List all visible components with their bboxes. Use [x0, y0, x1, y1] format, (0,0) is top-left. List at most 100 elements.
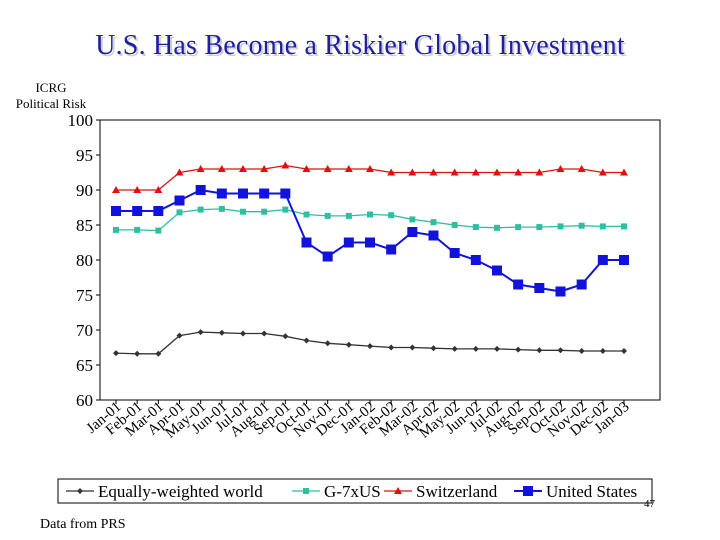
- data-point: [494, 224, 500, 231]
- data-point: [195, 185, 206, 195]
- legend-swatch-marker: [523, 486, 533, 496]
- data-point: [578, 348, 585, 354]
- data-point: [557, 347, 564, 354]
- data-point: [240, 208, 246, 215]
- y-tick-label: 80: [76, 251, 93, 270]
- data-point: [470, 255, 481, 265]
- y-axis-label: ICRG Political Risk: [6, 80, 96, 112]
- series-equally-weighted-world: [113, 329, 627, 357]
- series-united-states: [111, 185, 629, 297]
- legend-label: Equally-weighted world: [98, 482, 263, 501]
- x-axis: Jan-01Feb-01Mar-01Apr-01May-01Jun-01Jul-…: [84, 399, 633, 442]
- data-point: [154, 186, 163, 193]
- data-point: [344, 165, 353, 172]
- data-point: [408, 168, 417, 176]
- data-point: [174, 195, 185, 206]
- data-point: [409, 216, 416, 223]
- data-point: [556, 165, 565, 172]
- data-point: [281, 161, 290, 169]
- legend-swatch-marker: [303, 488, 309, 494]
- y-axis-label-line2: Political Risk: [15, 96, 87, 111]
- legend-label: G-7xUS: [324, 482, 381, 501]
- data-point: [196, 165, 205, 172]
- data-point: [303, 337, 310, 344]
- data-point: [407, 227, 418, 237]
- data-point: [345, 212, 352, 219]
- data-point: [388, 212, 395, 219]
- data-point: [218, 205, 225, 212]
- data-point: [260, 165, 269, 172]
- data-point: [387, 168, 396, 176]
- data-point: [430, 345, 437, 352]
- data-point: [599, 223, 606, 230]
- series-switzerland: [112, 161, 628, 193]
- data-point: [153, 206, 164, 216]
- data-point: [323, 165, 332, 172]
- data-point: [536, 347, 543, 354]
- plot-area: [99, 119, 661, 401]
- data-point: [365, 237, 375, 248]
- data-point: [113, 350, 119, 357]
- y-axis: 60 65 70 75 80 85 90 95 100: [68, 111, 100, 410]
- data-point: [557, 223, 564, 230]
- data-point: [472, 345, 479, 352]
- data-point: [471, 168, 480, 176]
- data-point: [240, 330, 246, 337]
- data-point: [197, 329, 204, 336]
- data-point: [132, 206, 143, 216]
- data-point: [324, 340, 331, 347]
- data-point: [302, 165, 311, 172]
- y-tick-label: 90: [76, 181, 93, 200]
- data-point: [494, 345, 500, 352]
- data-point: [492, 265, 502, 276]
- y-tick-label: 95: [76, 146, 93, 165]
- data-point: [597, 255, 608, 265]
- data-point: [133, 186, 142, 193]
- data-point: [577, 165, 586, 172]
- data-point: [599, 348, 606, 354]
- data-point: [621, 223, 627, 230]
- data-point: [409, 344, 416, 351]
- data-point: [515, 224, 522, 231]
- data-point: [428, 230, 439, 241]
- legend-entry: Switzerland: [384, 482, 498, 501]
- legend-entry: United States: [514, 482, 637, 501]
- data-point: [134, 226, 141, 233]
- data-point: [513, 279, 524, 290]
- y-tick-label: 85: [76, 216, 93, 235]
- legend-swatch-marker: [394, 487, 402, 494]
- data-point: [535, 168, 544, 176]
- data-point: [322, 251, 333, 262]
- slide-title-shadow: U.S. Has Become a Riskier Global Investm…: [97, 32, 627, 63]
- legend: Equally-weighted world G-7xUS Switzerland U…: [66, 482, 637, 501]
- data-point: [619, 255, 629, 265]
- data-point: [261, 208, 268, 215]
- y-tick-label: 60: [76, 391, 93, 410]
- data-point: [217, 165, 226, 172]
- y-tick-label: 75: [76, 286, 93, 305]
- data-point: [493, 168, 501, 176]
- data-point: [197, 206, 204, 213]
- data-point: [259, 188, 270, 199]
- data-point: [576, 279, 587, 290]
- data-point: [449, 248, 460, 258]
- data-point: [536, 224, 543, 231]
- data-point: [301, 237, 312, 248]
- data-point: [430, 219, 437, 226]
- y-tick-label: 65: [76, 356, 93, 375]
- page-number: 47: [644, 498, 655, 510]
- legend-label: United States: [546, 482, 637, 501]
- data-point: [218, 329, 225, 336]
- data-point: [111, 206, 121, 216]
- data-point: [239, 165, 247, 172]
- data-point: [175, 168, 184, 176]
- data-point: [388, 344, 395, 351]
- data-point: [472, 224, 479, 231]
- data-point: [176, 209, 183, 216]
- legend-label: Switzerland: [416, 482, 498, 501]
- data-point: [514, 168, 523, 176]
- data-point: [176, 332, 183, 339]
- data-point: [598, 168, 607, 176]
- data-point: [112, 186, 120, 193]
